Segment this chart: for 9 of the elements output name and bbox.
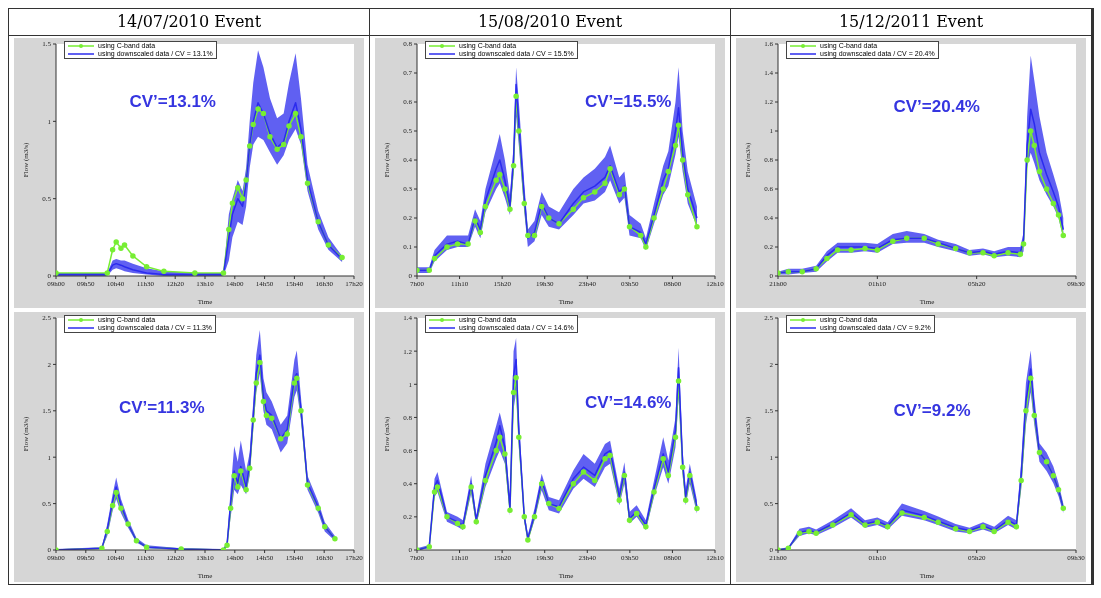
chart-title: 15/12/2011 Event <box>731 9 1091 36</box>
annotation: CV’=13.1% <box>129 92 216 112</box>
annotation: CV’=15.5% <box>585 92 672 112</box>
annotation: CV’=9.2% <box>893 401 971 422</box>
chart-title: 15/08/2010 Event <box>370 9 730 36</box>
annotation: CV’=11.3% <box>119 398 205 419</box>
annotation: CV’=14.6% <box>585 393 672 413</box>
annotation: CV’=20.4% <box>893 97 980 118</box>
chart-title: 14/07/2010 Event <box>9 9 369 36</box>
